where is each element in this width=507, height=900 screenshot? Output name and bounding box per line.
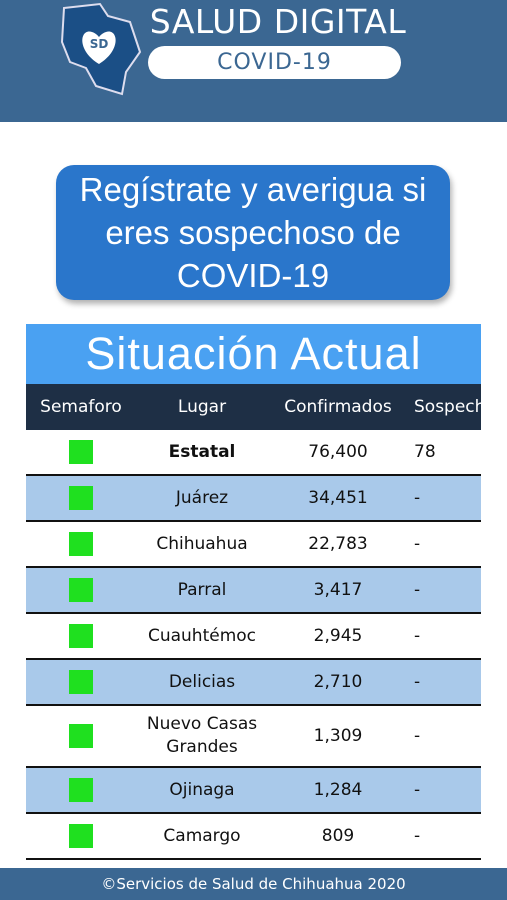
semaforo-indicator — [69, 440, 93, 464]
semaforo-cell — [26, 568, 136, 612]
logo-text: SD — [90, 37, 109, 51]
semaforo-indicator — [69, 778, 93, 802]
table-cell: 34,451 — [308, 487, 368, 508]
table-cell: - — [414, 671, 421, 692]
table-cell: - — [414, 579, 421, 600]
footer: ©Servicios de Salud de Chihuahua 2020 — [0, 868, 507, 900]
table-cell: - — [414, 725, 421, 746]
table-body: Estatal 76,400 78 Juárez 34,451 - Chihuahua 22,… — [26, 430, 481, 860]
table-cell: 2,710 — [313, 671, 363, 692]
semaforo-indicator — [69, 532, 93, 556]
table-cell: 2,945 — [313, 625, 363, 646]
semaforo-indicator — [69, 578, 93, 602]
semaforo-indicator — [69, 486, 93, 510]
table-cell: 809 — [321, 825, 355, 846]
logo: SD — [60, 2, 142, 96]
header: SD SALUD DIGITAL COVID-19 — [0, 0, 507, 122]
table-cell: Nuevo Casas Grandes — [146, 714, 258, 757]
semaforo-cell — [26, 768, 136, 812]
semaforo-cell — [26, 614, 136, 658]
app-title: SALUD DIGITAL — [149, 2, 407, 41]
status-table: Situación Actual Semaforo Lugar Confirmado… — [26, 324, 481, 868]
table-cell: 1,309 — [313, 725, 363, 746]
semaforo-cell — [26, 814, 136, 858]
table-row: Juárez 34,451 - — [26, 476, 481, 522]
table-cell: - — [414, 825, 421, 846]
table-cell: - — [414, 487, 421, 508]
table-cell: - — [414, 533, 421, 554]
table-row: Parral 3,417 - — [26, 568, 481, 614]
table-cell: 1,284 — [313, 779, 363, 800]
table-cell: Chihuahua — [156, 533, 248, 554]
table-header: Semaforo Lugar Confirmados Sospechosos — [26, 384, 481, 430]
table-title: Situación Actual — [26, 324, 481, 384]
column-header: Sospechosos — [414, 396, 481, 417]
app-subtitle: COVID-19 — [148, 46, 401, 79]
table-row: Estatal 76,400 78 — [26, 430, 481, 476]
table-row: Chihuahua 22,783 - — [26, 522, 481, 568]
semaforo-cell — [26, 476, 136, 520]
table-cell: Camargo — [163, 825, 241, 846]
table-row: Ojinaga 1,284 - — [26, 768, 481, 814]
table-cell: Delicias — [168, 671, 236, 692]
table-cell: 76,400 — [308, 441, 368, 462]
table-cell: - — [414, 779, 421, 800]
table-row: Cuauhtémoc 2,945 - — [26, 614, 481, 660]
semaforo-cell — [26, 660, 136, 704]
table-cell: 3,417 — [313, 579, 363, 600]
register-button[interactable]: Regístrate y averigua si eres sospechoso… — [56, 165, 450, 300]
table-row: Delicias 2,710 - — [26, 660, 481, 706]
table-cell: 78 — [414, 441, 436, 462]
semaforo-cell — [26, 706, 136, 766]
column-header: Confirmados — [284, 396, 392, 417]
column-header: Semaforo — [40, 396, 122, 417]
table-cell: Juárez — [175, 487, 229, 508]
column-header: Lugar — [177, 396, 227, 417]
semaforo-cell — [26, 522, 136, 566]
table-cell: Ojinaga — [169, 779, 235, 800]
semaforo-indicator — [69, 724, 93, 748]
table-cell: Cuauhtémoc — [147, 625, 257, 646]
semaforo-indicator — [69, 624, 93, 648]
table-cell: 22,783 — [308, 533, 368, 554]
table-row: Camargo 809 - — [26, 814, 481, 860]
table-cell: Parral — [177, 579, 227, 600]
semaforo-cell — [26, 430, 136, 474]
table-cell: - — [414, 625, 421, 646]
semaforo-indicator — [69, 824, 93, 848]
semaforo-indicator — [69, 670, 93, 694]
table-row: Nuevo Casas Grandes 1,309 - — [26, 706, 481, 768]
table-cell: Estatal — [168, 441, 236, 462]
